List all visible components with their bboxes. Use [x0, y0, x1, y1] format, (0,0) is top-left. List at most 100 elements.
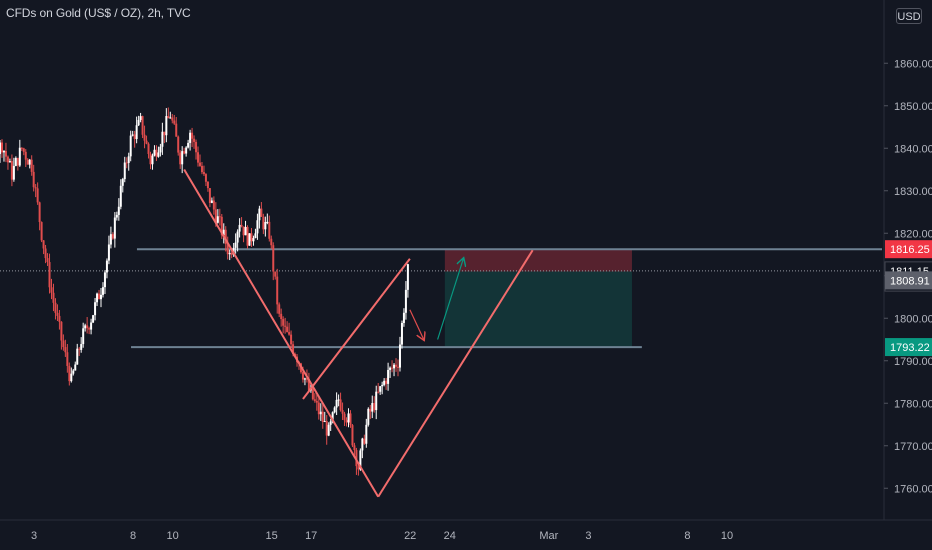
price-tag-label: 1808.91 — [890, 275, 930, 287]
price-tick-label: 1850.00 — [894, 101, 932, 113]
candle-body — [98, 293, 101, 300]
candle-body — [315, 400, 318, 403]
candle-body — [72, 370, 75, 374]
candle-body — [214, 209, 217, 223]
time-tick-label: 8 — [130, 530, 136, 542]
candle-body — [100, 294, 102, 300]
candle-body — [155, 149, 158, 157]
candle-body — [212, 200, 215, 210]
candle-body — [341, 410, 344, 414]
candle-body — [303, 378, 306, 380]
candle-body — [123, 162, 126, 180]
candle-body — [8, 161, 11, 163]
candle-body — [50, 287, 53, 293]
candle-body — [272, 245, 275, 272]
price-tick-label: 1780.00 — [894, 398, 932, 410]
price-tick-label: 1860.00 — [894, 58, 932, 70]
candle-body — [284, 325, 287, 327]
pattern-inner-line — [302, 258, 411, 400]
price-tick-label: 1840.00 — [894, 143, 932, 155]
candle-body — [66, 352, 69, 366]
candle-body — [163, 131, 166, 136]
candle-body — [54, 302, 57, 313]
candle-body — [218, 216, 221, 218]
candle-body — [359, 450, 362, 470]
candle-body — [248, 233, 251, 246]
candle-body — [44, 248, 47, 259]
candle-body — [42, 240, 45, 249]
time-tick-label: 22 — [404, 530, 416, 542]
candle-body — [159, 146, 162, 153]
stop-zone — [444, 249, 632, 272]
candle-body — [258, 208, 261, 221]
candle-body — [171, 117, 174, 121]
candle-body — [246, 226, 249, 246]
candle-body — [260, 208, 263, 217]
price-tag — [885, 271, 932, 290]
candle-body — [28, 159, 31, 165]
candle-body — [313, 399, 316, 401]
candle-body — [38, 202, 41, 223]
candle-body — [333, 407, 336, 413]
time-tick-label: 3 — [31, 530, 37, 542]
candle-body — [349, 413, 352, 426]
candle-body — [329, 421, 332, 425]
candle-body — [379, 386, 382, 392]
candle-body — [181, 151, 184, 165]
candle-body — [115, 214, 118, 218]
candle-body — [64, 347, 67, 353]
candle-body — [1, 142, 3, 153]
candle-body — [101, 287, 104, 295]
candle-body — [82, 328, 85, 345]
candle-body — [210, 200, 213, 203]
candles — [0, 107, 409, 476]
price-tag — [885, 338, 932, 357]
price-tag — [885, 240, 932, 259]
candle-body — [234, 242, 237, 248]
pattern-left-leg — [183, 168, 380, 498]
candle-body — [339, 399, 342, 411]
candle-body — [393, 364, 396, 369]
currency-button[interactable]: USD — [896, 8, 922, 24]
candle-body — [145, 140, 148, 144]
candle-body — [264, 222, 267, 230]
candle-body — [131, 134, 134, 136]
candle-body — [220, 216, 223, 236]
candle-body — [0, 142, 2, 154]
candle-body — [157, 152, 160, 157]
candle-body — [311, 387, 314, 400]
candle-body — [202, 172, 205, 175]
up-arrow — [437, 259, 464, 340]
candle-body — [236, 231, 239, 243]
candle-body — [177, 136, 180, 153]
candle-body — [335, 399, 338, 408]
candle-body — [250, 233, 253, 242]
candle-body — [230, 252, 233, 255]
candle-body — [286, 326, 289, 333]
candle-body — [373, 403, 376, 411]
candle-body — [161, 131, 164, 147]
pattern-right-leg — [377, 249, 534, 498]
candle-body — [288, 332, 291, 335]
price-tick-label: 1820.00 — [894, 228, 932, 240]
candle-body — [96, 293, 99, 303]
time-tick-label: Mar — [539, 530, 558, 542]
candle-body — [10, 161, 13, 180]
candle-body — [187, 142, 190, 148]
candle-body — [121, 179, 124, 186]
candle-body — [244, 226, 247, 236]
candle-body — [290, 334, 293, 345]
time-tick-label: 10 — [166, 530, 178, 542]
candle-body — [395, 364, 398, 367]
candle-body — [337, 399, 340, 401]
candle-body — [16, 157, 19, 166]
candle-body — [206, 181, 209, 189]
candle-body — [357, 466, 360, 470]
candle-body — [6, 156, 9, 163]
time-tick-label: 24 — [444, 530, 456, 542]
candle-body — [254, 233, 257, 239]
candle-body — [141, 116, 144, 135]
candle-body — [305, 378, 308, 380]
time-tick-label: 3 — [585, 530, 591, 542]
